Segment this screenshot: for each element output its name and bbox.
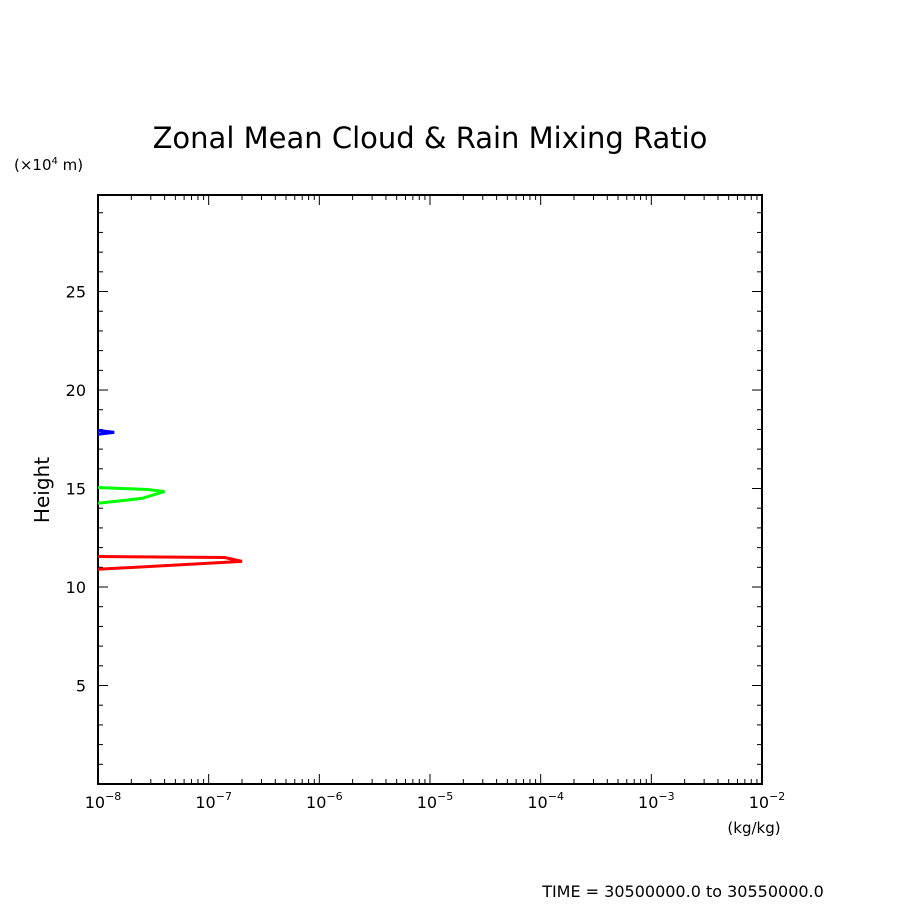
y-tick-label: 20 (66, 381, 86, 400)
x-tick-label-base: 10 (749, 793, 769, 812)
series-line-1 (97, 555, 243, 571)
plot-frame (97, 194, 763, 785)
x-tick-label: 10−4 (527, 790, 564, 812)
series-line-2 (97, 486, 166, 505)
x-tick-label: 10−3 (638, 790, 675, 812)
y-axis-unit: (×104 m) (14, 156, 83, 174)
x-tick-label-base: 10 (417, 793, 437, 812)
x-tick-label: 10−8 (85, 790, 122, 812)
x-tick-label-exponent: −8 (105, 790, 121, 803)
x-tick-label: 10−5 (417, 790, 454, 812)
x-tick-label-exponent: −4 (548, 790, 564, 803)
y-tick-label: 25 (66, 283, 86, 302)
x-tick-label: 10−7 (195, 790, 232, 812)
y-tick-label: 10 (66, 578, 86, 597)
x-tick-label-base: 10 (638, 793, 658, 812)
y-tick-label: 15 (66, 480, 86, 499)
x-tick-label-base: 10 (306, 793, 326, 812)
x-tick-label: 10−6 (306, 790, 343, 812)
y-unit-tail: m) (58, 156, 83, 174)
x-tick-label-exponent: −5 (437, 790, 453, 803)
x-tick-label-exponent: −7 (216, 790, 232, 803)
x-tick-label-exponent: −2 (769, 790, 785, 803)
chart-title: Zonal Mean Cloud & Rain Mixing Ratio (153, 121, 708, 155)
x-tick-label-exponent: −3 (658, 790, 674, 803)
y-unit-base: (×10 (14, 156, 52, 174)
y-unit-exponent: 4 (52, 156, 58, 167)
x-axis-unit: (kg/kg) (727, 819, 780, 837)
x-tick-label-exponent: −6 (326, 790, 342, 803)
y-tick-label: 5 (76, 677, 86, 696)
x-tick-label: 10−2 (749, 790, 786, 812)
y-tick-labels: 5 10 15 20 25 (66, 283, 86, 696)
x-tick-labels: 10−8 10−7 10−6 10−5 10−4 10−3 10−2 (85, 790, 786, 812)
x-tick-label-base: 10 (527, 793, 547, 812)
x-tick-label-base: 10 (85, 793, 105, 812)
series-line-3 (97, 428, 115, 436)
y-axis-label: Height (30, 457, 54, 523)
data-series (97, 428, 243, 571)
axis-ticks (97, 195, 763, 784)
x-tick-label-base: 10 (195, 793, 215, 812)
time-range-footer: TIME = 30500000.0 to 30550000.0 (541, 882, 824, 901)
